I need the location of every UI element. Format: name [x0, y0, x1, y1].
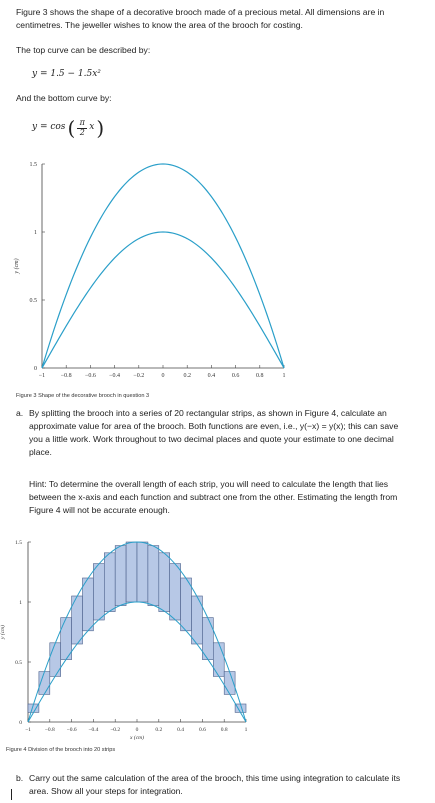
- x-tick-label: −0.2: [110, 727, 120, 733]
- strip-rect: [114, 545, 127, 606]
- x-tick-label: −0.2: [133, 373, 144, 379]
- strip-rect: [169, 563, 181, 621]
- intro-paragraph: Figure 3 shows the shape of a decorative…: [16, 7, 385, 30]
- x-tick-label: −0.6: [85, 373, 96, 379]
- x-tick-label: −1: [25, 727, 31, 733]
- strip-rect: [125, 541, 138, 603]
- x-tick-label: 0.4: [208, 373, 216, 379]
- strip-rect: [158, 552, 171, 612]
- strip-rect: [213, 642, 225, 677]
- figure-4-chart: −1 −0.8 −0.6 −0.4 −0.2 0 0.2 0.4 0.6 0.8 1 0 0.5 1 1.5…: [0, 540, 248, 741]
- y-tick-label: 0.5: [30, 298, 38, 304]
- x-tick-label: −0.8: [61, 373, 72, 379]
- y-tick-label: 0: [34, 366, 37, 372]
- x-tick-label: −0.4: [109, 373, 120, 379]
- strip-rect: [82, 577, 94, 632]
- x-tick-label: −0.6: [67, 727, 77, 733]
- bottom-curve-line: [27, 601, 247, 723]
- x-tick-label: −0.8: [45, 727, 55, 733]
- question-b-text: Carry out the same calculation of the ar…: [29, 773, 401, 796]
- y-tick-label: 1: [34, 230, 37, 236]
- question-b-number: b.: [16, 773, 24, 783]
- y-tick-label: 1.5: [15, 540, 22, 546]
- x-tick-label: 0.4: [177, 727, 184, 733]
- y-axis-label: y (cm): [13, 258, 20, 274]
- x-axis-label: x (cm): [129, 734, 144, 741]
- figure-4-caption: Figure 4 Division of the brooch into 20 …: [6, 747, 116, 753]
- fraction-denominator: 2: [77, 127, 88, 138]
- close-paren: ): [96, 116, 105, 140]
- hint-paragraph: Hint: To determine the overall length of…: [29, 479, 398, 515]
- strip-rect: [180, 577, 192, 632]
- bottom-curve-equation: y = cos ( π 2 x ): [32, 118, 104, 138]
- text-cursor: [11, 789, 12, 800]
- top-curve-line: [41, 163, 285, 369]
- question-a-number: a.: [16, 408, 24, 418]
- y-axis-label: y (cm): [0, 625, 6, 640]
- bottom-curve-label: And the bottom curve by:: [16, 93, 112, 103]
- question-a-text: By splitting the brooch into a series of…: [29, 408, 399, 457]
- y-tick-label: 0.5: [15, 660, 22, 666]
- y-tick-label: 0: [19, 720, 22, 726]
- bottom-curve-variable: x: [89, 122, 95, 133]
- fraction-numerator: π: [79, 117, 85, 127]
- x-tick-label: 0.2: [183, 373, 191, 379]
- top-curve-line: [27, 541, 247, 723]
- x-tick-label: 0: [162, 373, 165, 379]
- figure-3-chart: −1 −0.8 −0.6 −0.4 −0.2 0 0.2 0.4 0.6 0.8 1 0 0.5 1 1.5…: [13, 162, 286, 379]
- x-tick-label: 1: [245, 727, 248, 733]
- strip-rect: [104, 552, 116, 612]
- x-tick-label: 0.6: [232, 373, 240, 379]
- x-tick-label: 0.2: [155, 727, 162, 733]
- x-tick-label: 0.8: [256, 373, 264, 379]
- bottom-curve-line: [41, 231, 285, 369]
- x-tick-label: 1: [283, 373, 286, 379]
- top-curve-label: The top curve can be described by:: [16, 45, 151, 55]
- top-curve-equation: y = 1.5 − 1.5x²: [32, 69, 101, 79]
- x-tick-label: −0.4: [88, 727, 98, 733]
- strip-rect: [49, 642, 61, 677]
- open-paren: (: [67, 116, 76, 140]
- x-tick-label: 0.8: [221, 727, 228, 733]
- y-tick-label: 1: [19, 600, 22, 606]
- pi-over-2-fraction: π 2: [77, 117, 88, 138]
- x-tick-label: 0: [136, 727, 139, 733]
- strip-rect: [136, 541, 149, 603]
- strip-rect: [93, 563, 105, 621]
- figure-3-caption: Figure 3 Shape of the decorative brooch …: [16, 393, 150, 399]
- x-tick-label: 0.6: [199, 727, 206, 733]
- strip-rect: [147, 545, 160, 606]
- y-tick-label: 1.5: [30, 162, 38, 168]
- x-tick-label: −1: [39, 373, 45, 379]
- bottom-curve-lhs: y = cos: [32, 122, 66, 133]
